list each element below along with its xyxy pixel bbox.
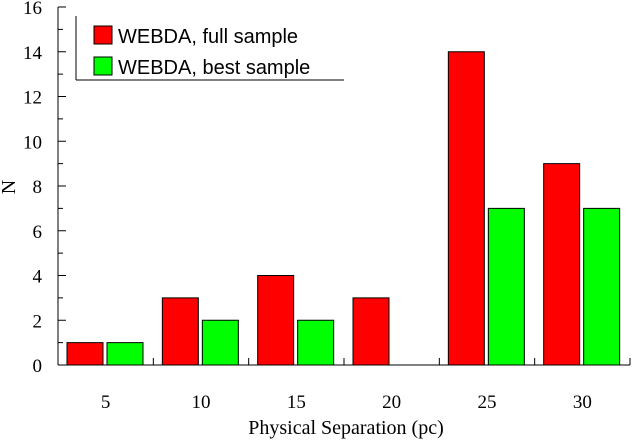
y-tick-label: 14	[23, 43, 43, 64]
bars-group	[66, 51, 621, 366]
bar-series2-10	[201, 319, 239, 366]
bar-series1-20	[352, 297, 390, 366]
x-ticks-group: 5 10 15 20 25 30	[57, 358, 631, 413]
x-axis-title: Physical Separation (pc)	[248, 417, 444, 439]
y-tick-label: 16	[23, 0, 42, 19]
y-tick-label: 6	[33, 222, 43, 243]
bar-series2-25	[487, 207, 525, 366]
bar-series2-5	[106, 342, 144, 366]
x-tick-label-25: 25	[478, 392, 497, 413]
bar-series2-30	[583, 207, 621, 366]
x-tick-label-30: 30	[573, 392, 592, 413]
y-tick-label: 8	[33, 177, 43, 198]
legend-swatch-full-sample	[93, 25, 113, 45]
y-tick-label: 12	[23, 88, 42, 109]
y-ticks-group: 0 2 4 6 8 10 12 14 16	[23, 0, 66, 377]
x-tick-label-5: 5	[101, 392, 111, 413]
y-tick-label: 4	[33, 267, 43, 288]
y-axis-title: N	[0, 180, 20, 194]
legend-label-full-sample: WEBDA, full sample	[118, 26, 298, 48]
x-tick-label-10: 10	[192, 392, 211, 413]
x-tick-label-20: 20	[382, 392, 401, 413]
legend: WEBDA, full sample WEBDA, best sample	[75, 16, 344, 81]
bar-series1-10	[161, 297, 199, 366]
bar-series1-25	[447, 51, 485, 366]
bar-series1-5	[66, 342, 104, 366]
y-tick-label: 0	[33, 356, 43, 377]
x-tick-label-15: 15	[287, 392, 306, 413]
bar-series2-15	[297, 319, 335, 366]
bar-series1-15	[257, 275, 295, 366]
y-tick-label: 2	[33, 311, 43, 332]
legend-swatch-best-sample	[93, 56, 113, 76]
legend-label-best-sample: WEBDA, best sample	[118, 57, 310, 79]
bar-series1-30	[543, 163, 581, 366]
y-tick-label: 10	[23, 132, 42, 153]
